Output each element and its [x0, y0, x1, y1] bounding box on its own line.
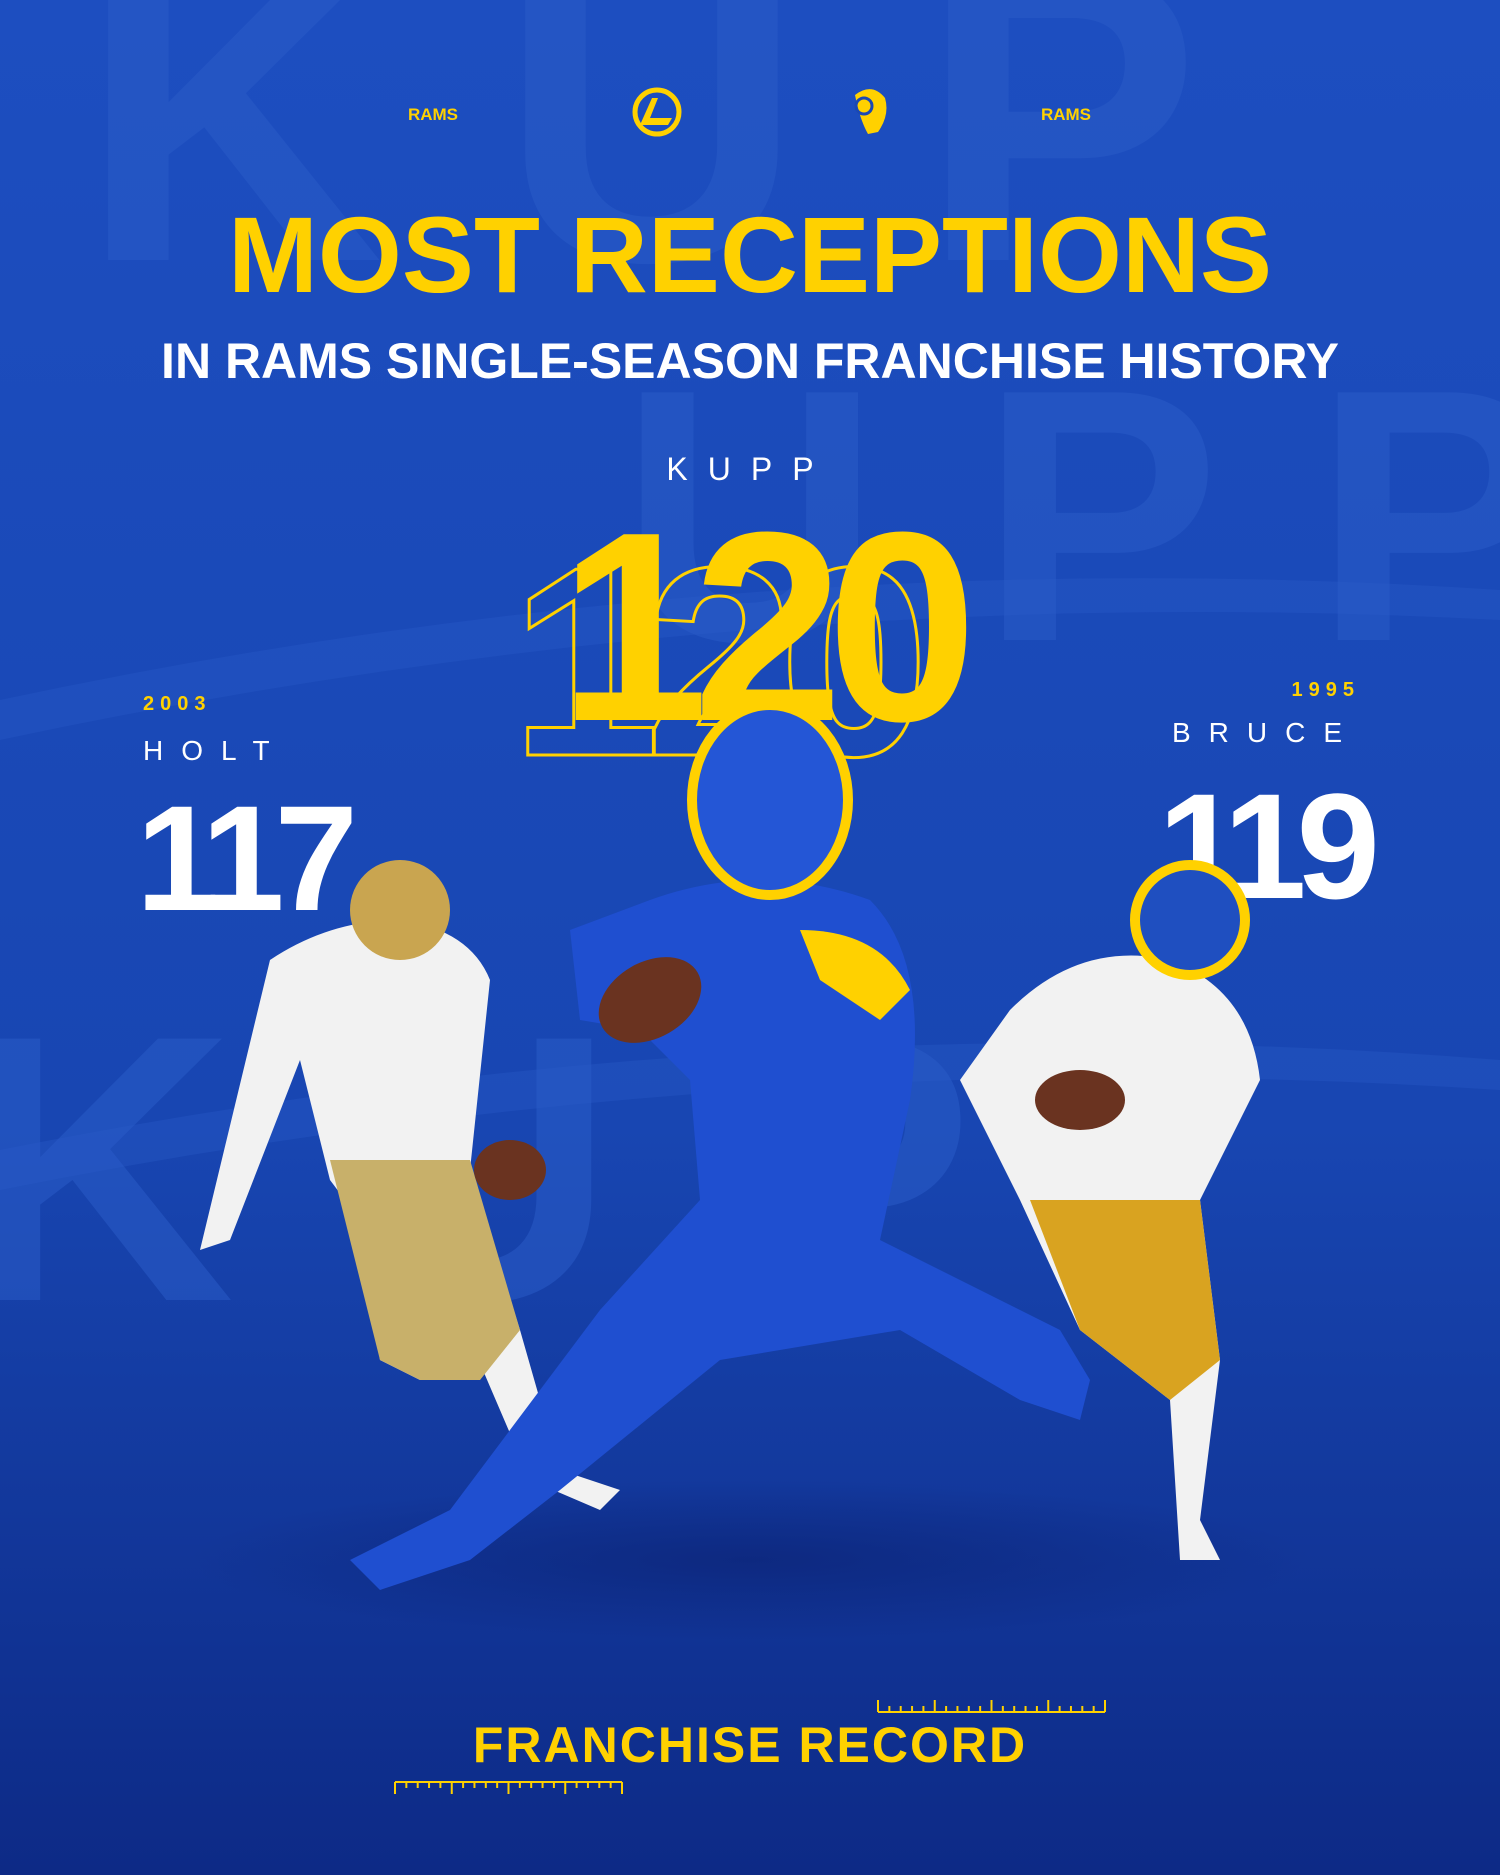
stat-value: 117 [136, 774, 352, 942]
footer-title: FRANCHISE RECORD [473, 1717, 1027, 1773]
player-photo-holt [200, 860, 620, 1510]
player-photo-kupp [350, 700, 1090, 1590]
background-swoosh [0, 578, 1500, 740]
player-name: HOLT [143, 735, 288, 766]
player-year: 1995 [1292, 679, 1361, 701]
title: MOST RECEPTIONS [228, 194, 1272, 315]
player-name: BRUCE [1172, 717, 1360, 748]
player-year: 2003 [143, 693, 212, 715]
svg-text:U P P: U P P [620, 315, 1500, 717]
svg-text:K U P: K U P [80, 0, 1200, 350]
header-text: RAMS [1041, 105, 1091, 124]
player-name: KUPP [666, 451, 833, 487]
player-photo-bruce [960, 860, 1260, 1560]
subtitle: IN RAMS SINGLE-SEASON FRANCHISE HISTORY [161, 333, 1339, 389]
la-logo [632, 87, 682, 137]
ruler-ticks [394, 1700, 1106, 1794]
header-text: RAMS [408, 105, 458, 124]
ram-logo [854, 89, 887, 134]
